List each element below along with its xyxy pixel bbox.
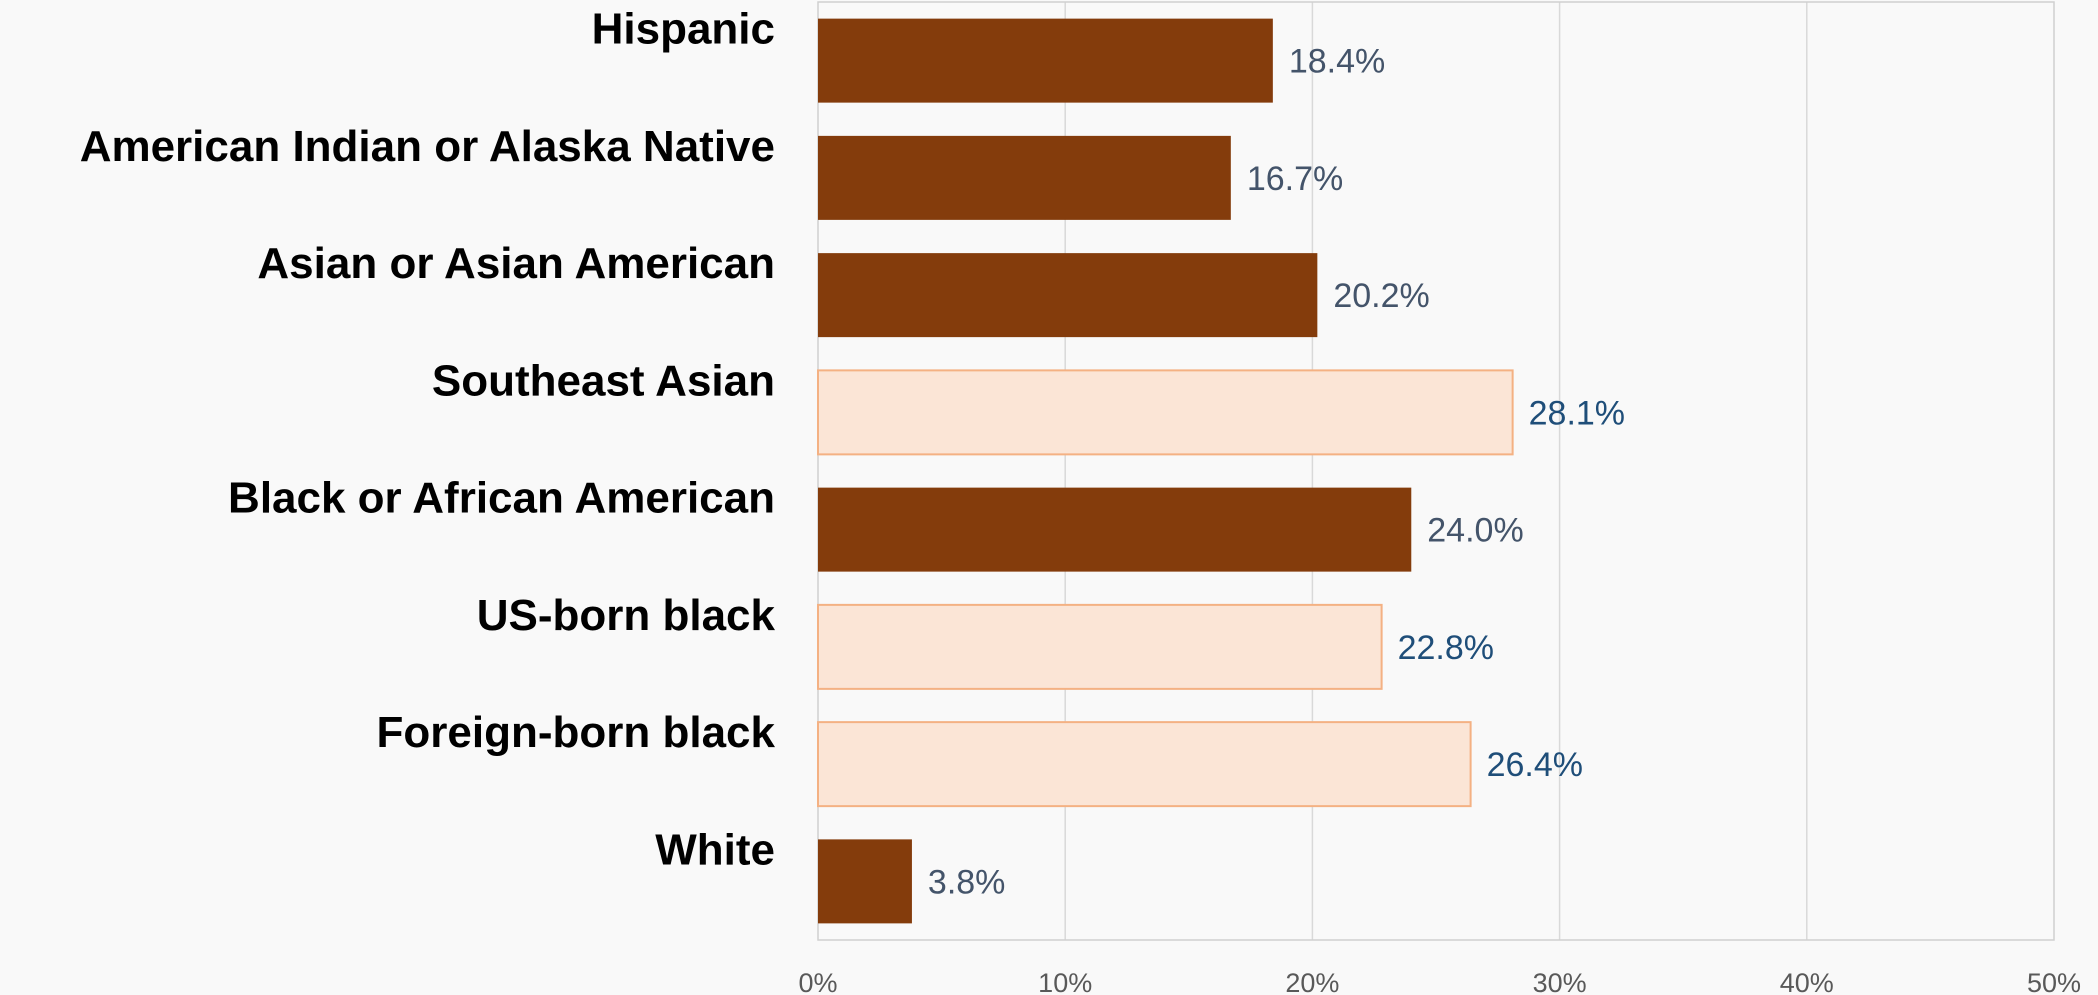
category-label: American Indian or Alaska Native [80,122,775,171]
x-tick-label: 40% [1780,968,1834,995]
bar [817,603,1383,690]
bar [817,369,1514,456]
bar [818,135,1231,220]
plot-area-frame [817,1,2055,941]
value-label: 3.8% [928,863,1006,901]
bar [817,721,1472,808]
x-tick-label: 30% [1533,968,1587,995]
bar [818,839,912,924]
x-tick-label: 10% [1038,968,1092,995]
category-label: Black or African American [228,474,775,523]
value-label: 26.4% [1487,746,1583,784]
value-label: 20.2% [1333,277,1429,315]
bars [817,18,1514,924]
bar [818,253,1318,338]
value-label: 18.4% [1289,43,1385,81]
category-labels: Hispanic American Indian or Alaska Native… [80,5,776,875]
value-label: 22.8% [1398,629,1494,667]
category-label: Southeast Asian [432,356,775,405]
category-label: Asian or Asian American [257,239,775,288]
bar [818,487,1412,572]
value-label: 28.1% [1529,394,1625,432]
value-label: 24.0% [1427,512,1523,550]
x-axis-ticks: 0% 10% 20% 30% 40% 50% [798,968,2081,995]
category-label: Foreign-born black [377,708,776,757]
x-tick-label: 0% [798,968,837,995]
bar [818,18,1273,103]
value-labels: 18.4% 16.7% 20.2% 28.1% 24.0% 22.8% 26.4% 3.8% [928,43,1625,902]
value-label: 16.7% [1247,160,1343,198]
category-label: Hispanic [592,5,775,54]
x-tick-label: 50% [2027,968,2081,995]
category-label: US-born black [477,591,776,640]
category-label: White [655,825,775,874]
x-tick-label: 20% [1285,968,1339,995]
